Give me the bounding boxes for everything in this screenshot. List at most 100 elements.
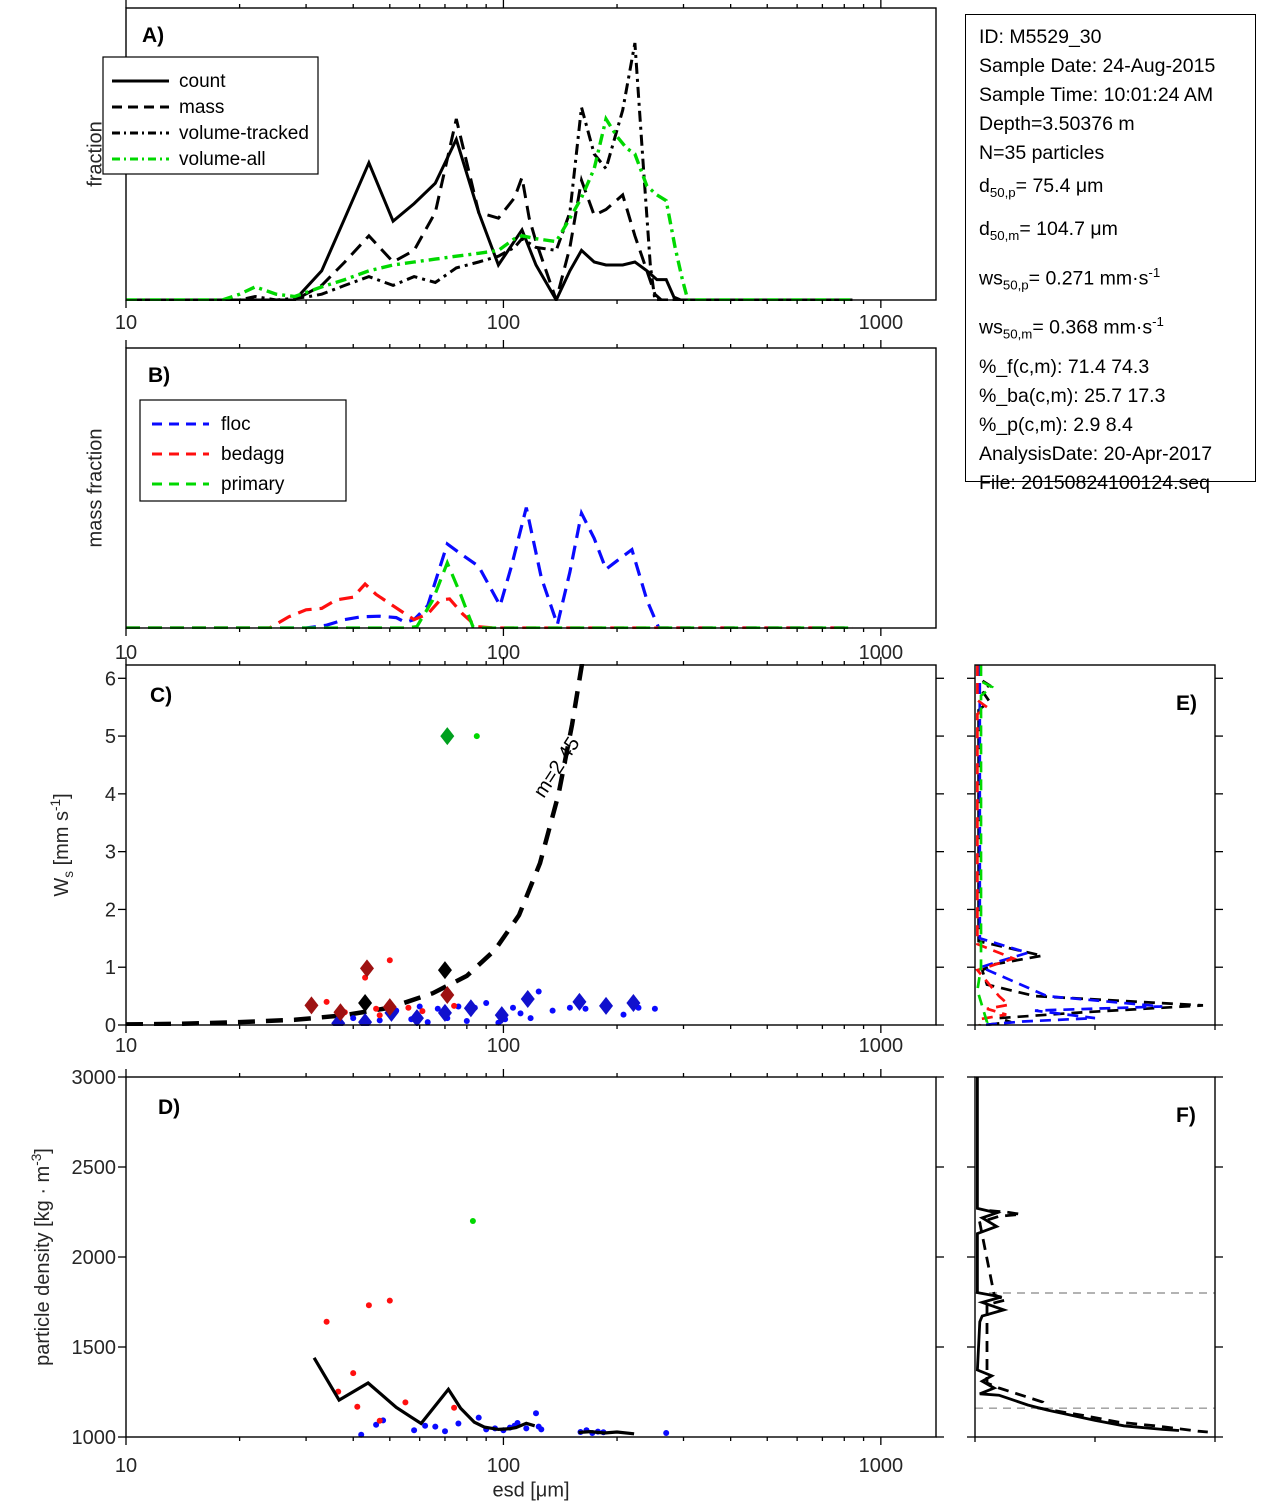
tick-label: 10: [115, 1455, 137, 1477]
tick-label: 1000: [859, 1035, 904, 1057]
dot-bedagg-particles: [373, 1005, 380, 1012]
dot-floc-particles: [463, 1018, 470, 1024]
panel-c-data: [125, 664, 658, 1026]
dot-floc-particles: [422, 1422, 429, 1429]
series-floc-ws-dist: [977, 665, 1163, 1026]
legend-b: floc bedagg primary: [139, 399, 347, 502]
tick-label: 100: [487, 1455, 520, 1477]
tick-label: 100: [487, 642, 520, 664]
dot-floc-particles: [373, 1421, 380, 1428]
dot-floc-particles: [424, 1019, 431, 1026]
diamond-floc-median: [520, 989, 535, 1008]
dot-floc-particles: [376, 1017, 383, 1024]
axes-box: [125, 1076, 937, 1438]
dot-primary-particles: [469, 1218, 476, 1224]
dot-floc-particles: [549, 1007, 556, 1014]
tick-label: 10: [115, 642, 137, 664]
tick-label: 2500: [72, 1157, 117, 1179]
tick-label: 100: [487, 312, 520, 334]
panel-d: D) 1000 1500 2000 2500 3000 10 100 1000: [72, 1067, 944, 1477]
tick-label: 1500: [72, 1337, 117, 1359]
info-line-0: ID: M5529_30: [979, 26, 1102, 48]
info-line-9: %_f(c,m): 71.4 74.3: [979, 355, 1150, 378]
diamond-floc-median: [463, 999, 478, 1018]
diamond-bedagg-median: [382, 998, 397, 1017]
dot-floc-particles: [582, 1005, 589, 1012]
series-density-dist-dashed: [978, 1209, 1208, 1434]
dot-bedagg-particles: [323, 998, 330, 1005]
dot-bedagg-particles: [386, 1297, 393, 1304]
tick-label: 5: [105, 726, 116, 748]
dot-floc-particles: [510, 1004, 516, 1011]
legend-label-count: count: [179, 71, 226, 92]
dot-floc-particles: [538, 1426, 545, 1433]
panel-letter: C): [150, 684, 172, 707]
legend-a: count mass volume-tracked volume-all: [102, 56, 319, 175]
series-mass-line: [126, 118, 853, 301]
panel-a-ylabel: fraction: [84, 121, 107, 187]
dot-floc-particles: [411, 1427, 418, 1434]
dot-floc-particles: [475, 1414, 482, 1421]
diamond-floc-median: [572, 992, 587, 1011]
info-line-3: Depth=3.50376 m: [979, 113, 1135, 135]
info-line-7: ws50,p= 0.271 mm·s-1: [979, 264, 1161, 293]
panel-letter: D): [158, 1096, 180, 1119]
diamond-floc-median: [331, 1014, 346, 1026]
tick-label: 4: [105, 784, 116, 806]
dot-floc-particles: [350, 1015, 357, 1022]
dot-bedagg-particles: [350, 1370, 357, 1377]
axes-box: [125, 347, 937, 629]
tick-label: 1: [105, 957, 116, 979]
series-volume-tracked-line: [126, 42, 853, 301]
series-bedagg-line: [126, 581, 853, 629]
panel-a: A) count mass volume-tracked volume-all 10 100…: [102, 0, 937, 334]
info-line-1: Sample Date: 24-Aug-2015: [979, 55, 1216, 77]
legend-label-volume-tracked: volume-tracked: [179, 123, 309, 144]
dot-floc-particles: [416, 1003, 423, 1010]
dot-floc-particles: [514, 1420, 521, 1426]
dot-floc-particles: [533, 1410, 539, 1417]
dot-floc-particles: [455, 1420, 462, 1427]
series-all-ws-dist: [977, 665, 1204, 1026]
diamond-bedagg-median: [333, 1003, 348, 1022]
legend-label-floc: floc: [221, 414, 251, 435]
tick-label: 2000: [72, 1247, 117, 1269]
dot-bedagg-particles: [354, 1403, 361, 1410]
panel-c-ylabel: Ws [mm s-1]: [48, 793, 76, 897]
panel-letter: E): [1176, 692, 1197, 715]
dot-floc-particles: [527, 1015, 534, 1022]
dot-bedagg-particles: [405, 1004, 412, 1011]
dot-primary-particles: [473, 733, 480, 740]
diamond-floc-median: [437, 1003, 452, 1022]
panel-f: F): [967, 1076, 1223, 1442]
dot-bedagg-particles: [376, 1012, 383, 1019]
panel-b: B) floc bedagg primary 10 100 1000: [115, 340, 937, 664]
panel-d-data: [312, 1218, 670, 1438]
info-line-5: d50,p= 75.4 μm: [979, 175, 1104, 200]
panel-d-ylabel: particle density [kg · m-3]: [29, 1148, 54, 1366]
axes-box: [974, 664, 1216, 1026]
panel-a-data: [126, 42, 853, 301]
series-volume-all-line: [126, 114, 853, 301]
series-primary-ws-dist: [976, 665, 995, 1026]
m-245-label: m=2.45: [529, 733, 584, 801]
dot-bedagg-particles: [376, 1417, 383, 1424]
dot-floc-particles: [663, 1430, 670, 1436]
panel-b-ylabel: mass fraction: [84, 428, 107, 548]
panel-f-data: [975, 1077, 1215, 1434]
info-line-4: N=35 particles: [979, 142, 1105, 164]
median-density-line: [578, 1429, 635, 1436]
tick-label: 1000: [859, 642, 904, 664]
dot-floc-particles: [483, 1000, 490, 1006]
diamond-bedagg-median: [304, 996, 319, 1015]
legend-label-volume-all: volume-all: [179, 149, 266, 170]
dot-bedagg-particles: [451, 1404, 458, 1411]
series-density-dist-solid: [975, 1077, 1180, 1432]
dot-floc-particles: [442, 1428, 448, 1435]
diamond-bedagg-median: [359, 959, 374, 978]
panel-letter: F): [1176, 1104, 1196, 1127]
tick-label: 3: [105, 842, 116, 864]
tick-label: 1000: [859, 312, 904, 334]
dot-floc-particles: [535, 988, 542, 995]
